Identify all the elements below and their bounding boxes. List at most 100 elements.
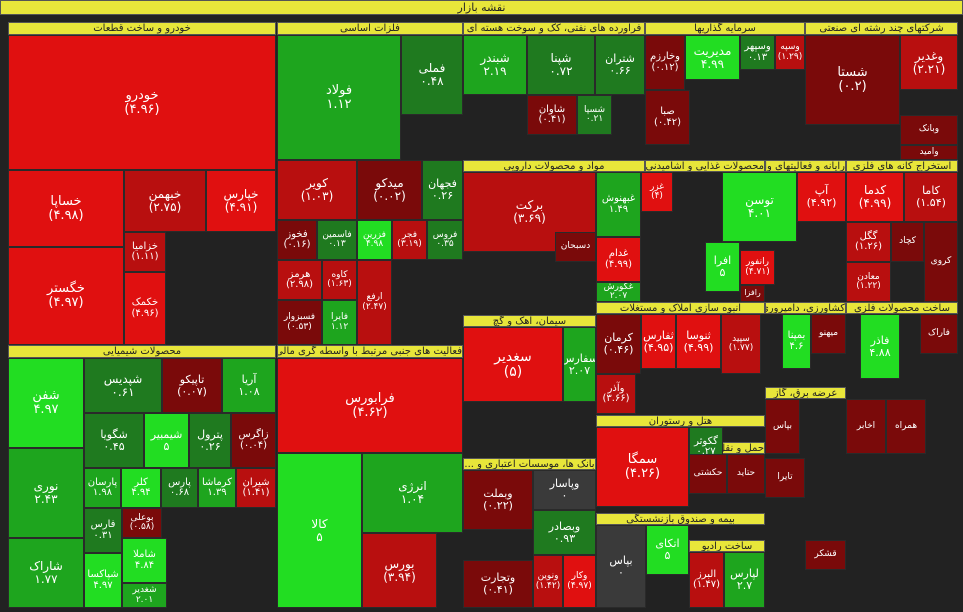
stock-tile[interactable]: کاما (۱.۵۴) <box>904 172 958 222</box>
stock-tile[interactable]: غکورش ۲.۰۷ <box>596 282 641 302</box>
stock-tile[interactable]: کالا ۵ <box>277 453 362 608</box>
stock-tile[interactable]: معادن (۱.۲۲) <box>846 262 891 302</box>
stock-tile[interactable]: کرماشا ۱.۳۹ <box>198 468 236 508</box>
stock-tile[interactable]: سمگا (۴.۲۶) <box>596 427 689 507</box>
stock-tile[interactable]: افرا ۵ <box>705 242 740 292</box>
stock-tile[interactable]: شپاکسا ۴.۹۷ <box>84 553 122 608</box>
stock-tile[interactable]: هرمز (۲.۹۸) <box>277 260 322 300</box>
stock-tile[interactable]: فرابورس (۴.۶۲) <box>277 358 463 453</box>
stock-tile[interactable]: سفارس۲.۰۷ <box>563 327 596 402</box>
stock-tile[interactable]: خساپا (۴.۹۸) <box>8 170 124 247</box>
stock-tile[interactable]: تاپیکو (۰.۰۷) <box>162 358 222 413</box>
stock-tile[interactable]: همراه <box>886 399 926 454</box>
stock-tile[interactable]: شیران (۱.۴۱) <box>236 468 276 508</box>
stock-tile[interactable]: فولاد ۱.۱۲ <box>277 35 401 160</box>
stock-tile[interactable]: شگویا ۰.۴۵ <box>84 413 144 468</box>
stock-tile[interactable]: کویر (۱.۰۳) <box>277 160 357 220</box>
stock-tile[interactable]: دسبحان <box>555 232 596 262</box>
stock-tile[interactable]: وپاسار ۰ <box>533 470 596 510</box>
stock-tile[interactable]: ثنوسا (۴.۹۹) <box>676 314 721 369</box>
stock-tile[interactable]: خودرو (۴.۹۶) <box>8 35 276 170</box>
stock-tile[interactable]: شاراک ۱.۷۷ <box>8 538 84 608</box>
stock-tile[interactable]: پترول ۰.۲۶ <box>189 413 231 468</box>
stock-tile[interactable]: فزرین ۴.۹۸ <box>357 220 392 260</box>
stock-tile[interactable]: وتجارت (۰.۴۱) <box>463 560 533 608</box>
stock-tile[interactable]: فایرا ۱.۱۲ <box>322 300 357 345</box>
stock-tile[interactable]: فروس ۰.۳۵ <box>427 220 463 260</box>
stock-tile[interactable]: بمپنا ۴.۶ <box>782 314 811 369</box>
stock-tile[interactable]: غدام (۴.۹۹) <box>596 237 641 282</box>
stock-tile[interactable]: بپاس <box>765 399 800 454</box>
stock-tile[interactable]: فجر (۳.۱۹) <box>392 220 427 260</box>
stock-tile[interactable]: کرمان (۰.۴۶) <box>596 314 641 374</box>
stock-tile[interactable]: قشکر <box>805 540 846 570</box>
stock-tile[interactable]: آپ (۴.۹۲) <box>797 172 846 222</box>
stock-tile[interactable]: آریا ۱.۰۸ <box>222 358 276 413</box>
stock-tile[interactable]: صبا (۰.۴۲) <box>645 90 690 145</box>
stock-tile[interactable]: وسپه (۱.۲۹) <box>775 35 805 70</box>
stock-tile[interactable]: شتران ۰.۶۶ <box>595 35 645 95</box>
stock-tile[interactable]: وبصادر ۰.۹۳ <box>533 510 596 555</box>
stock-tile[interactable]: نوری ۲.۴۳ <box>8 448 84 538</box>
stock-tile[interactable]: غبهنوش ۱.۴۹ <box>596 172 641 237</box>
stock-tile[interactable]: تایرا <box>765 458 805 498</box>
stock-tile[interactable]: پارس ۰.۶۸ <box>161 468 198 508</box>
stock-tile[interactable]: فملی ۰.۴۸ <box>401 35 463 115</box>
stock-tile[interactable]: لپارس ۲.۷ <box>724 552 765 608</box>
stock-tile[interactable]: زاگرس (۰.۰۴) <box>231 413 276 468</box>
stock-tile[interactable]: حکشتی <box>689 454 727 494</box>
stock-tile[interactable]: خگستر (۴.۹۷) <box>8 247 124 345</box>
stock-tile[interactable]: ثفارس (۴.۹۵) <box>641 314 676 369</box>
stock-tile[interactable]: میدکو (۰.۰۲) <box>357 160 422 220</box>
stock-tile[interactable]: شبندر ۲.۱۹ <box>463 35 527 95</box>
stock-tile[interactable]: وبانک <box>900 115 958 145</box>
stock-tile[interactable]: وغدیر (۲.۲۱) <box>900 35 958 90</box>
stock-tile[interactable]: انرژی ۱.۰۴ <box>362 453 463 533</box>
stock-tile[interactable]: شستا (۰.۲) <box>805 35 900 125</box>
stock-tile[interactable]: خکمک (۴.۹۶) <box>124 272 166 345</box>
stock-tile[interactable]: فاسمین ۰.۱۳ <box>317 220 357 260</box>
stock-tile[interactable]: خپارس (۴.۹۱) <box>206 170 276 232</box>
stock-tile[interactable]: کدما (۴.۹۹) <box>846 172 904 222</box>
stock-tile[interactable]: حتاید <box>727 454 765 494</box>
stock-tile[interactable]: ونوین (۱.۴۲) <box>533 555 563 608</box>
stock-tile[interactable]: شپنا ۰.۷۲ <box>527 35 595 95</box>
stock-tile[interactable]: فسبزوار (۰.۵۳) <box>277 300 322 345</box>
stock-tile[interactable]: وکار (۴.۹۷) <box>563 555 596 608</box>
stock-tile[interactable]: وامید <box>900 145 958 160</box>
stock-tile[interactable]: پارسان ۱.۹۸ <box>84 468 121 508</box>
stock-tile[interactable]: شیمبیر ۵ <box>144 413 189 468</box>
stock-tile[interactable]: رافزا <box>740 285 765 302</box>
stock-tile[interactable]: کلر ۴.۹۴ <box>121 468 161 508</box>
stock-tile[interactable]: شسپا ۰.۲۱ <box>577 95 612 135</box>
stock-tile[interactable]: کچاد <box>891 222 924 262</box>
stock-tile[interactable]: خبهمن (۲.۷۵) <box>124 170 206 232</box>
stock-tile[interactable]: خزامیا (۱.۱۱) <box>124 232 166 272</box>
stock-tile[interactable]: کروی <box>924 222 958 302</box>
stock-tile[interactable]: میهنو <box>811 314 846 354</box>
stock-tile[interactable]: فاذر ۴.۸۸ <box>860 314 900 379</box>
stock-tile[interactable]: وسپهر ۰.۱۳ <box>740 35 775 70</box>
stock-tile[interactable]: رانفور (۴.۷۱) <box>740 250 775 285</box>
stock-tile[interactable]: شاملا ۴.۸۴ <box>122 538 167 583</box>
stock-tile[interactable]: فاراک <box>920 314 958 354</box>
stock-tile[interactable]: البرز (۱.۴۷) <box>689 552 724 608</box>
stock-tile[interactable]: شپدیس ۰.۶۱ <box>84 358 162 413</box>
stock-tile[interactable]: شفن ۴.۹۷ <box>8 358 84 448</box>
stock-tile[interactable]: ارفع (۲.۴۷) <box>357 260 392 345</box>
stock-tile[interactable]: شاوان (۰.۴۱) <box>527 95 577 135</box>
stock-tile[interactable]: اتکای ۵ <box>646 525 689 575</box>
stock-tile[interactable]: مدیریت ۴.۹۹ <box>685 35 740 80</box>
stock-tile[interactable]: سغدیر (۵) <box>463 327 563 402</box>
stock-tile[interactable]: بورس (۳.۹۴) <box>362 533 437 608</box>
stock-tile[interactable]: وبملت (۰.۲۲) <box>463 470 533 530</box>
stock-tile[interactable]: وخارزم (۰.۱۲) <box>645 35 685 90</box>
stock-tile[interactable]: شغدیر ۲.۰۱ <box>122 583 167 608</box>
stock-tile[interactable]: توسن ۴.۰۱ <box>722 172 797 242</box>
stock-tile[interactable]: کاوه (۱.۶۳) <box>322 260 357 300</box>
stock-tile[interactable]: بپاس ۰ <box>596 525 646 608</box>
stock-tile[interactable]: گگل (۱.۲۶) <box>846 222 891 262</box>
stock-tile[interactable]: فجهان ۰.۲۶ <box>422 160 463 220</box>
stock-tile[interactable]: بوعلی (۰.۵۸) <box>122 508 162 538</box>
stock-tile[interactable]: اخابر <box>846 399 886 454</box>
